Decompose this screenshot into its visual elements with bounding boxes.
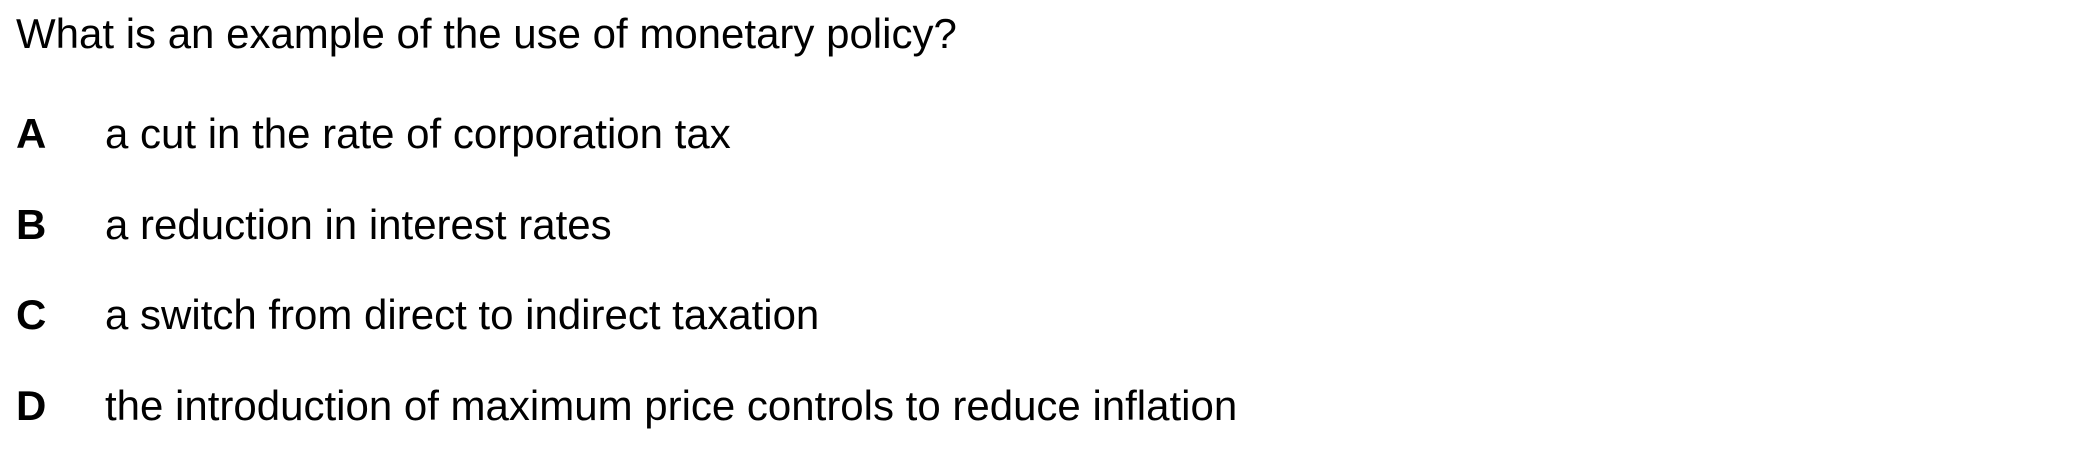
- option-a: A a cut in the rate of corporation tax: [16, 104, 1237, 164]
- option-text: a switch from direct to indirect taxatio…: [105, 291, 820, 339]
- option-letter: B: [16, 200, 47, 248]
- option-b: B a reduction in interest rates: [16, 195, 1237, 255]
- option-c: C a switch from direct to indirect taxat…: [16, 285, 1237, 345]
- option-letter: C: [16, 291, 47, 339]
- answer-options: A a cut in the rate of corporation tax B…: [16, 104, 1237, 467]
- option-d: D the introduction of maximum price cont…: [16, 376, 1237, 436]
- option-letter: A: [16, 110, 47, 157]
- question-text: What is an example of the use of monetar…: [16, 10, 957, 57]
- option-text: a reduction in interest rates: [105, 200, 612, 248]
- option-letter: D: [16, 382, 47, 430]
- option-text: the introduction of maximum price contro…: [105, 382, 1238, 430]
- option-text: a cut in the rate of corporation tax: [105, 110, 731, 157]
